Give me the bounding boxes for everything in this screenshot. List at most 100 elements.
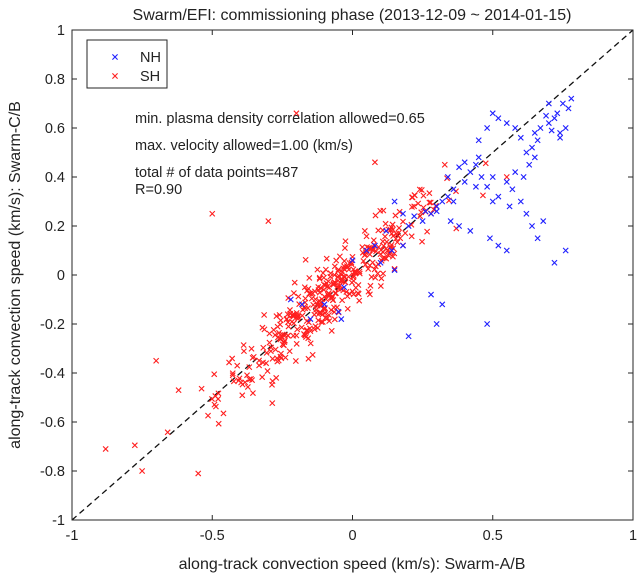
point-sh: [292, 358, 299, 364]
point-sh: [325, 278, 332, 285]
point-sh: [335, 266, 342, 273]
point-sh: [293, 110, 300, 117]
point-sh: [408, 233, 415, 240]
point-nh: [484, 321, 491, 327]
point-nh: [543, 112, 550, 119]
data-points: [102, 95, 575, 477]
point-sh: [340, 273, 347, 280]
point-nh: [363, 247, 370, 254]
point-sh: [411, 192, 418, 199]
x-tick-label: -1: [66, 528, 79, 544]
point-sh: [382, 233, 389, 240]
point-sh: [276, 329, 282, 336]
point-sh: [291, 279, 298, 286]
point-sh: [381, 254, 388, 261]
point-sh: [298, 324, 305, 331]
point-sh: [306, 274, 313, 281]
point-sh: [371, 159, 378, 166]
point-sh: [175, 387, 182, 394]
point-sh: [269, 381, 275, 388]
point-nh: [447, 218, 454, 225]
point-sh: [209, 210, 216, 217]
point-nh: [503, 178, 510, 185]
legend-label-nh: NH: [140, 50, 161, 66]
point-sh: [230, 378, 237, 385]
point-nh: [287, 296, 294, 303]
point-nh: [489, 174, 496, 180]
point-sh: [211, 371, 218, 378]
point-sh: [250, 353, 257, 360]
point-nh: [562, 247, 569, 254]
point-nh: [391, 198, 398, 205]
point-sh: [261, 326, 268, 333]
point-sh: [311, 288, 318, 295]
point-sh: [260, 359, 267, 366]
point-nh: [534, 235, 541, 242]
point-sh: [418, 186, 425, 193]
legend-box: [86, 39, 168, 89]
point-sh: [420, 192, 427, 199]
point-nh: [523, 149, 530, 156]
point-sh: [356, 297, 363, 304]
point-sh: [342, 238, 349, 245]
point-nh: [400, 242, 406, 249]
point-sh: [424, 228, 431, 235]
point-sh: [339, 269, 346, 276]
point-nh: [467, 227, 474, 234]
point-sh: [322, 282, 329, 289]
point-nh: [433, 208, 440, 215]
point-nh: [520, 174, 527, 180]
point-nh: [486, 235, 493, 242]
point-sh: [329, 297, 336, 304]
point-sh: [341, 245, 348, 252]
point-nh: [545, 100, 552, 107]
point-nh: [400, 210, 406, 217]
point-nh: [545, 120, 552, 127]
point-nh: [506, 203, 513, 210]
point-nh: [526, 161, 533, 168]
point-nh: [349, 257, 356, 264]
point-sh: [372, 212, 379, 219]
legend-marker-nh-x: [112, 54, 118, 60]
point-sh: [395, 230, 402, 237]
point-nh: [439, 301, 446, 308]
point-sh: [427, 199, 434, 206]
point-nh: [433, 203, 440, 210]
point-nh: [321, 301, 328, 308]
point-sh: [426, 199, 433, 206]
point-sh: [229, 370, 236, 377]
point-nh: [428, 291, 435, 298]
point-sh: [131, 442, 138, 449]
point-nh: [377, 259, 384, 266]
point-nh: [517, 198, 524, 205]
point-sh: [305, 319, 312, 326]
point-sh: [322, 314, 329, 321]
point-sh: [315, 286, 322, 293]
point-sh: [391, 265, 398, 272]
point-sh: [268, 344, 275, 351]
point-sh: [215, 420, 222, 427]
point-sh: [306, 325, 313, 332]
point-sh: [367, 245, 374, 252]
point-sh: [327, 270, 334, 277]
point-sh: [360, 258, 367, 265]
point-nh: [338, 316, 345, 323]
point-nh: [450, 198, 457, 205]
point-sh: [208, 395, 215, 402]
point-nh: [478, 174, 485, 180]
point-sh: [359, 249, 366, 256]
point-sh: [419, 238, 426, 245]
point-sh: [302, 332, 309, 339]
point-nh: [523, 210, 530, 217]
point-sh: [302, 256, 309, 263]
point-nh: [548, 127, 555, 134]
point-nh: [341, 284, 348, 291]
point-sh: [350, 277, 357, 284]
point-sh: [293, 340, 300, 347]
point-sh: [408, 194, 415, 201]
point-sh: [324, 315, 331, 322]
point-sh: [256, 357, 263, 364]
point-sh: [272, 332, 279, 339]
point-sh: [331, 279, 338, 286]
point-sh: [328, 327, 335, 334]
